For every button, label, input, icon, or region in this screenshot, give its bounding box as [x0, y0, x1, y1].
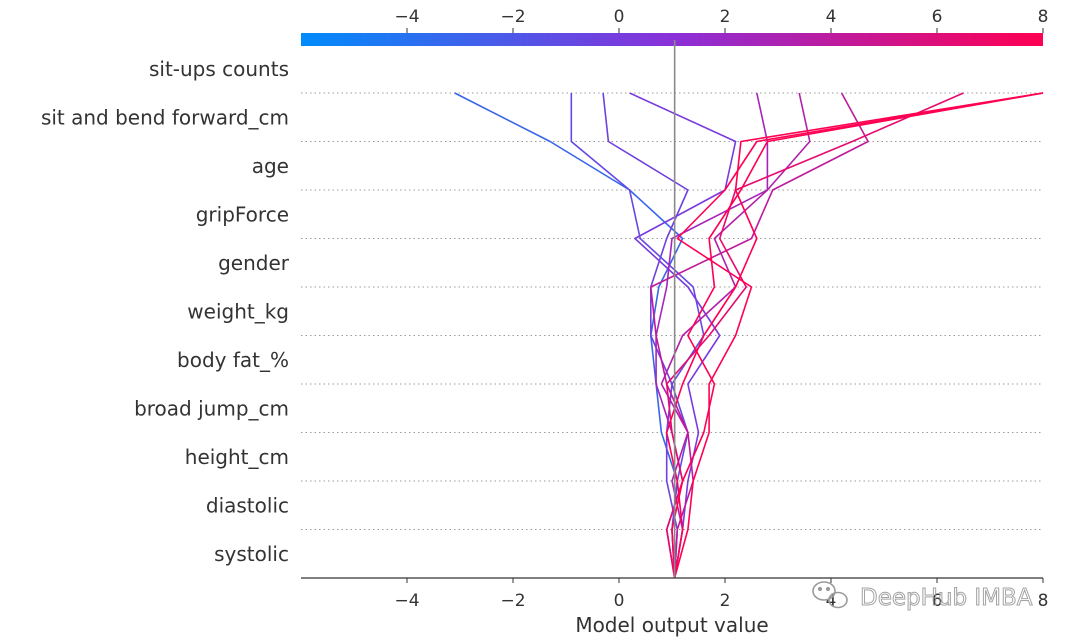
- wechat-icon: [812, 581, 848, 609]
- colorbar-tick-label: 6: [932, 7, 943, 27]
- series-line: [673, 92, 1044, 579]
- colorbar-tick-label: −2: [500, 7, 525, 27]
- feature-label: systolic: [214, 542, 289, 566]
- series-lines: [454, 92, 1044, 579]
- feature-label: sit and bend forward_cm: [41, 105, 289, 129]
- colorbar-tick-label: 8: [1038, 7, 1049, 27]
- series-line: [671, 92, 1044, 579]
- feature-label: weight_kg: [187, 299, 289, 323]
- x-tick-label: 0: [614, 591, 625, 611]
- series-line: [660, 92, 811, 579]
- series-line: [602, 92, 689, 579]
- x-tick-label: 8: [1038, 591, 1049, 611]
- x-tick-label: 4: [826, 591, 837, 611]
- series-line: [649, 92, 869, 579]
- feature-label: body fat_%: [177, 348, 289, 372]
- watermark-text: DeepHub IMBA: [860, 585, 1033, 611]
- feature-label: age: [252, 154, 289, 178]
- feature-label: height_cm: [185, 445, 289, 469]
- colorbar-gradient: [301, 33, 1043, 46]
- x-tick-label: −2: [500, 591, 525, 611]
- colorbar-tick-label: 4: [826, 7, 837, 27]
- x-tick-label: −4: [394, 591, 419, 611]
- series-line: [665, 92, 1044, 579]
- x-axis-ticks: −4 −2 0 2 4 6 8: [394, 578, 1048, 611]
- x-tick-label: 2: [720, 591, 731, 611]
- feature-label: diastolic: [206, 493, 289, 517]
- x-axis-label: Model output value: [575, 613, 768, 637]
- colorbar-tick-label: 0: [614, 7, 625, 27]
- series-line: [665, 92, 964, 579]
- x-tick-label: 6: [932, 591, 943, 611]
- colorbar: [301, 33, 1043, 46]
- series-line: [629, 92, 737, 579]
- feature-label: broad jump_cm: [134, 396, 289, 420]
- colorbar-tick-labels: −4 −2 0 2 4 6 8: [394, 7, 1048, 33]
- watermark: DeepHub IMBA: [812, 581, 1033, 612]
- feature-labels: sit-ups counts sit and bend forward_cmage…: [41, 57, 290, 566]
- colorbar-tick-label: −4: [394, 7, 419, 27]
- colorbar-tick-label: 2: [720, 7, 731, 27]
- feature-label: sit-ups counts: [149, 57, 289, 81]
- feature-label: gripForce: [196, 202, 289, 226]
- feature-label: gender: [218, 251, 290, 275]
